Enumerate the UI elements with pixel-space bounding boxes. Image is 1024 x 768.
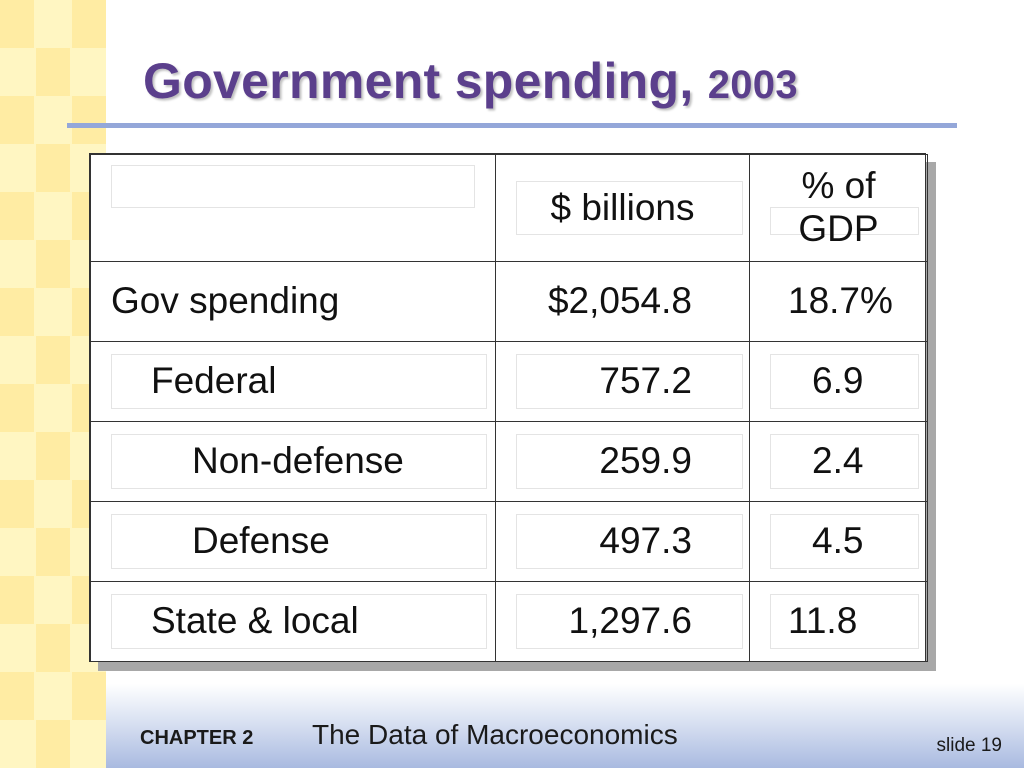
row-billions-cell: 1,297.6 — [495, 581, 750, 662]
row-label: Defense — [192, 520, 330, 562]
header-cell-billions: $ billions — [495, 154, 750, 262]
footer-slide-number: slide 19 — [936, 735, 1003, 756]
checker-cell — [36, 48, 70, 96]
title-divider — [67, 123, 957, 128]
row-billions: 259.9 — [599, 440, 692, 482]
table-header-row: $ billions % of GDP — [90, 154, 928, 262]
row-billions: 497.3 — [599, 520, 692, 562]
checker-cell — [0, 576, 34, 624]
header-cell-label — [90, 154, 496, 262]
checker-cell — [72, 672, 106, 720]
row-pct-cell: 4.5 — [749, 501, 928, 582]
row-pct-cell: 11.8 — [749, 581, 928, 662]
row-label-cell: Non-defense — [90, 421, 496, 502]
header-cell-pct: % of GDP — [749, 154, 928, 262]
spending-table: $ billions % of GDP Gov spending $2,054.… — [89, 153, 928, 662]
checker-cell — [0, 288, 34, 336]
checker-cell — [36, 720, 70, 768]
checker-cell — [0, 384, 34, 432]
row-billions: 1,297.6 — [568, 600, 692, 642]
table-row: Federal 757.2 6.9 — [90, 341, 928, 422]
header-pct-line1: % of — [801, 165, 876, 207]
footer-bar — [106, 684, 1024, 768]
row-pct-cell: 2.4 — [749, 421, 928, 502]
row-billions: $2,054.8 — [547, 280, 692, 322]
decorative-checker-strip — [0, 0, 106, 768]
checker-cell — [0, 96, 34, 144]
row-label: Gov spending — [111, 280, 340, 322]
checker-cell — [0, 0, 34, 48]
title-main: Government spending, — [143, 53, 694, 109]
checker-cell — [36, 144, 70, 192]
row-pct-cell: 6.9 — [749, 341, 928, 422]
checker-cell — [72, 0, 106, 48]
row-pct-cell: 18.7% — [749, 261, 928, 342]
checker-cell — [0, 192, 34, 240]
header-billions-text: $ billions — [550, 186, 695, 228]
checker-cell — [36, 528, 70, 576]
row-label: State & local — [151, 600, 359, 642]
row-pct: 18.7% — [788, 280, 893, 322]
row-pct: 4.5 — [812, 520, 864, 562]
checker-cell — [36, 240, 70, 288]
row-billions-cell: 497.3 — [495, 501, 750, 582]
row-billions: 757.2 — [599, 360, 692, 402]
checker-cell — [0, 672, 34, 720]
checker-cell — [36, 336, 70, 384]
footer-book-title: The Data of Macroeconomics — [312, 719, 678, 750]
row-label: Federal — [151, 360, 277, 402]
checker-cell — [36, 432, 70, 480]
checker-cell — [0, 480, 34, 528]
row-billions-cell: 757.2 — [495, 341, 750, 422]
row-pct: 2.4 — [812, 440, 864, 482]
row-label: Non-defense — [192, 440, 404, 482]
table-row: Non-defense 259.9 2.4 — [90, 421, 928, 502]
table-row: Gov spending $2,054.8 18.7% — [90, 261, 928, 342]
table-row: Defense 497.3 4.5 — [90, 501, 928, 582]
checker-cell — [72, 96, 106, 144]
row-label-cell: Federal — [90, 341, 496, 422]
header-pct-line2: GDP — [798, 208, 879, 249]
row-pct: 11.8 — [788, 600, 858, 642]
checker-cell — [36, 624, 70, 672]
row-label-cell: State & local — [90, 581, 496, 662]
row-pct: 6.9 — [812, 360, 864, 402]
row-label-cell: Defense — [90, 501, 496, 582]
row-label-cell: Gov spending — [90, 261, 496, 342]
table-row: State & local 1,297.6 11.8 — [90, 581, 928, 662]
row-billions-cell: 259.9 — [495, 421, 750, 502]
title-year: 2003 — [707, 63, 798, 107]
slide-title: Government spending, 2003 — [143, 52, 798, 110]
row-billions-cell: $2,054.8 — [495, 261, 750, 342]
footer-chapter: CHAPTER 2 — [140, 727, 254, 749]
